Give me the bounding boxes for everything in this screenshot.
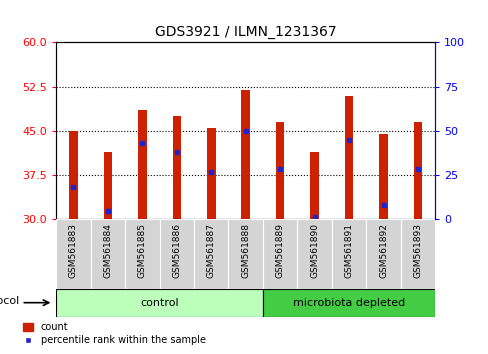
- FancyBboxPatch shape: [194, 219, 228, 289]
- Text: GSM561892: GSM561892: [378, 223, 387, 278]
- FancyBboxPatch shape: [366, 219, 400, 289]
- FancyBboxPatch shape: [297, 219, 331, 289]
- Text: GSM561893: GSM561893: [413, 223, 422, 278]
- Bar: [379, 134, 387, 219]
- FancyBboxPatch shape: [263, 219, 297, 289]
- Text: protocol: protocol: [0, 296, 20, 306]
- Bar: [172, 116, 181, 219]
- Bar: [275, 122, 284, 219]
- Text: GSM561883: GSM561883: [69, 223, 78, 278]
- Text: GSM561889: GSM561889: [275, 223, 284, 278]
- Bar: [206, 128, 215, 219]
- Bar: [138, 110, 146, 219]
- Text: GSM561888: GSM561888: [241, 223, 250, 278]
- Bar: [413, 122, 422, 219]
- FancyBboxPatch shape: [331, 219, 366, 289]
- Text: control: control: [140, 298, 179, 308]
- Title: GDS3921 / ILMN_1231367: GDS3921 / ILMN_1231367: [155, 25, 336, 39]
- Text: GSM561890: GSM561890: [309, 223, 319, 278]
- FancyBboxPatch shape: [400, 219, 434, 289]
- Bar: [310, 152, 318, 219]
- Bar: [241, 90, 249, 219]
- Legend: count, percentile rank within the sample: count, percentile rank within the sample: [20, 319, 209, 349]
- Text: GSM561891: GSM561891: [344, 223, 353, 278]
- FancyBboxPatch shape: [90, 219, 125, 289]
- Text: GSM561887: GSM561887: [206, 223, 215, 278]
- FancyBboxPatch shape: [56, 219, 90, 289]
- FancyBboxPatch shape: [125, 219, 159, 289]
- Bar: [344, 96, 353, 219]
- Text: GSM561885: GSM561885: [138, 223, 146, 278]
- Text: GSM561886: GSM561886: [172, 223, 181, 278]
- Text: GSM561884: GSM561884: [103, 223, 112, 278]
- FancyBboxPatch shape: [228, 219, 263, 289]
- FancyBboxPatch shape: [159, 219, 194, 289]
- Bar: [69, 131, 78, 219]
- Bar: [103, 152, 112, 219]
- FancyBboxPatch shape: [56, 289, 263, 317]
- Text: microbiota depleted: microbiota depleted: [292, 298, 405, 308]
- FancyBboxPatch shape: [263, 289, 434, 317]
